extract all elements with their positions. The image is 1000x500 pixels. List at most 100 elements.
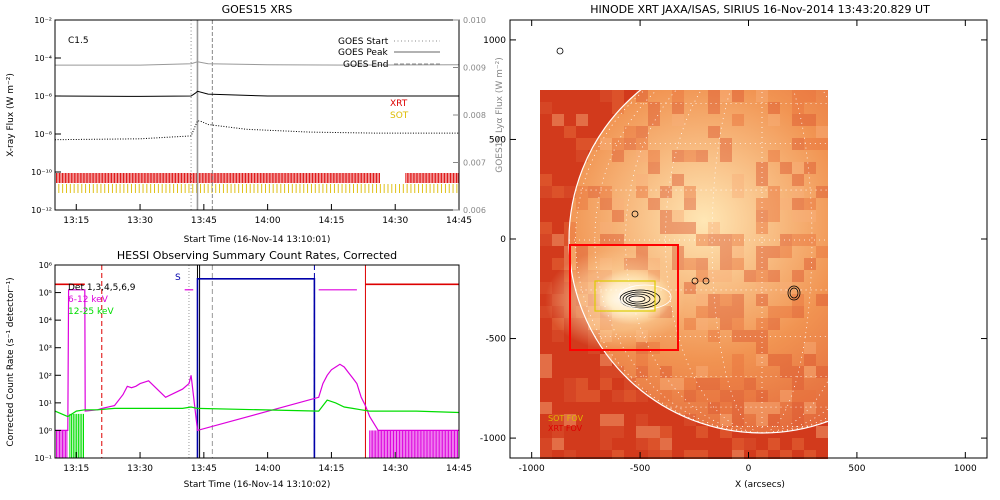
texture-block [540,366,552,378]
solar-x-tick-label: -500 [630,464,651,474]
solar-x-tick-label: 1000 [954,464,977,474]
texture-block [720,426,732,438]
texture-block [540,450,552,459]
legend-12-25kev: 12-25 keV [68,307,114,317]
texture-block [684,318,696,330]
goes-x-tick-label: 14:45 [446,216,472,226]
goes-xrs-panel: GOES15 XRS 13:15 13:30 13:45 14:00 14:15 14:3… [6,3,505,245]
texture-block [780,234,792,246]
texture-block [552,114,564,126]
hessi-y-tick-label: 10⁰ [39,426,52,435]
texture-block [540,186,552,198]
texture-block [624,126,636,138]
texture-block [696,150,708,162]
goes-x-tick-label: 13:15 [63,216,89,226]
texture-block [732,402,744,414]
hessi-panel: HESSI Observing Summary Count Rates, Cor… [6,249,472,490]
goes-x-tick-label: 14:30 [382,216,408,226]
texture-block [732,366,744,378]
goes-x-tick-label: 13:30 [127,216,153,226]
hessi-x-tick-label: 14:15 [318,464,344,474]
texture-block [684,186,696,198]
texture-block [708,402,720,414]
texture-block [780,390,792,402]
solar-y-tick-label: -1000 [480,434,506,444]
texture-block [576,198,588,210]
texture-block [552,258,564,270]
legend-goes-peak-label: GOES Peak [338,48,388,58]
texture-block [792,210,804,222]
legend-6-12kev: 6-12 keV [68,295,109,305]
texture-block [744,378,756,390]
texture-block [756,414,768,426]
texture-block [768,246,780,258]
texture-block [672,210,684,222]
goes-y2-tick-label: 0.009 [463,64,486,73]
texture-block [768,354,780,366]
contours [618,210,801,310]
hessi-title: HESSI Observing Summary Count Rates, Cor… [117,249,397,262]
texture-block [600,138,612,150]
texture-block [780,162,792,174]
texture-block [732,330,744,342]
texture-block [756,270,768,282]
goes-y2-tick-label: 0.010 [463,16,486,25]
texture-block [816,426,828,438]
texture-block [756,90,768,102]
texture-block [672,102,684,114]
hessi-x-tick-label: 14:30 [382,464,408,474]
texture-block [804,366,816,378]
texture-block [600,198,612,210]
texture-block [612,450,624,459]
texture-block [648,150,660,162]
texture-block [540,438,552,450]
hessi-frame [54,264,460,459]
hessi-x-tick-label: 14:00 [255,464,281,474]
goes-legend: GOES Start GOES Peak GOES End [338,37,440,70]
contour [789,287,799,299]
texture-block [636,126,648,138]
contour [619,289,661,309]
texture-block [720,318,732,330]
texture-block [732,90,744,102]
texture-block [792,162,804,174]
solar-disk [569,90,828,433]
texture-block [816,294,828,306]
goes-ylabel: X-ray Flux (W m⁻²) [6,73,16,157]
texture-block [672,90,684,102]
lon-line [575,90,763,434]
texture-block [612,210,624,222]
texture-block [624,378,636,390]
goes-y2-tick-label: 0.006 [463,206,486,215]
texture-block [780,198,792,210]
texture-block [780,450,792,459]
texture-block [792,438,804,450]
texture-block [648,162,660,174]
lon-line [625,90,763,434]
texture-block [564,186,576,198]
texture-block [756,354,768,366]
texture-block [636,90,648,102]
texture-block [648,450,660,459]
texture-block [720,378,732,390]
hessi-y-tick-label: 10⁻¹ [34,454,52,463]
hessi-xlabel: Start Time (16-Nov-14 13:10:02) [184,480,331,490]
texture-block [564,126,576,138]
texture-block [720,390,732,402]
texture-block [696,378,708,390]
texture-block [564,390,576,402]
texture-block [804,162,816,174]
texture-block [768,402,780,414]
texture-block [696,234,708,246]
texture-block [708,390,720,402]
texture-block [684,150,696,162]
texture-block [576,114,588,126]
hessi-series-6-12-kev [55,289,459,432]
texture-block [792,234,804,246]
texture-block [576,186,588,198]
hessi-axes: 13:15 13:30 13:45 14:00 14:15 14:30 14:45 10⁻¹ 1… [34,261,472,474]
texture-block [792,270,804,282]
texture-block [696,426,708,438]
texture-block [684,390,696,402]
